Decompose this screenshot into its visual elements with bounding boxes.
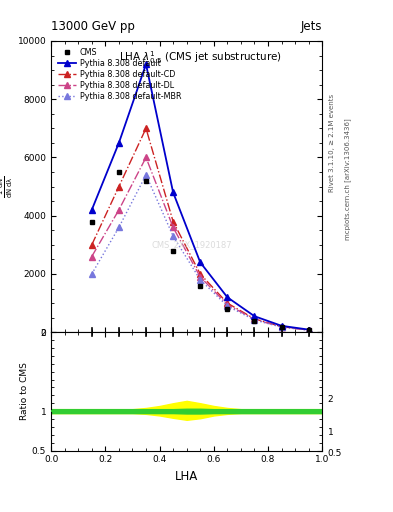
Pythia 8.308 default-DL <box>279 324 284 330</box>
Pythia 8.308 default-CD <box>225 300 230 306</box>
Pythia 8.308 default-CD <box>90 242 94 248</box>
Pythia 8.308 default-MBR <box>279 324 284 330</box>
Text: Rivet 3.1.10, ≥ 2.1M events: Rivet 3.1.10, ≥ 2.1M events <box>329 94 335 193</box>
Text: 13000 GeV pp: 13000 GeV pp <box>51 20 135 33</box>
Pythia 8.308 default <box>225 294 230 301</box>
Pythia 8.308 default-DL <box>171 224 175 230</box>
CMS <box>90 219 94 225</box>
Pythia 8.308 default-MBR <box>144 172 149 178</box>
Text: LHA $\lambda^{1}_{0.5}$ (CMS jet substructure): LHA $\lambda^{1}_{0.5}$ (CMS jet substru… <box>119 50 282 67</box>
CMS <box>306 327 311 333</box>
Pythia 8.308 default-CD <box>306 327 311 333</box>
Pythia 8.308 default-MBR <box>306 327 311 333</box>
Pythia 8.308 default <box>171 189 175 196</box>
Pythia 8.308 default-MBR <box>225 303 230 309</box>
CMS <box>198 283 203 289</box>
Pythia 8.308 default <box>306 327 311 333</box>
Pythia 8.308 default-DL <box>144 155 149 161</box>
Line: Pythia 8.308 default: Pythia 8.308 default <box>89 61 312 332</box>
Pythia 8.308 default-CD <box>252 316 257 322</box>
Pythia 8.308 default <box>279 323 284 329</box>
CMS <box>225 306 230 312</box>
CMS <box>279 324 284 330</box>
Pythia 8.308 default-DL <box>252 316 257 323</box>
Pythia 8.308 default <box>144 61 149 68</box>
Pythia 8.308 default-CD <box>116 183 121 189</box>
Line: Pythia 8.308 default-DL: Pythia 8.308 default-DL <box>89 155 312 333</box>
Text: 1: 1 <box>328 428 334 437</box>
Text: 2: 2 <box>328 395 333 404</box>
Line: Pythia 8.308 default-MBR: Pythia 8.308 default-MBR <box>89 172 312 333</box>
Pythia 8.308 default-MBR <box>116 224 121 230</box>
Y-axis label: Ratio to CMS: Ratio to CMS <box>20 362 29 420</box>
Line: Pythia 8.308 default-CD: Pythia 8.308 default-CD <box>89 125 312 333</box>
Legend: CMS, Pythia 8.308 default, Pythia 8.308 default-CD, Pythia 8.308 default-DL, Pyt: CMS, Pythia 8.308 default, Pythia 8.308 … <box>56 46 183 102</box>
Line: CMS: CMS <box>89 169 311 332</box>
CMS <box>116 169 121 175</box>
Pythia 8.308 default <box>116 140 121 146</box>
Pythia 8.308 default <box>90 207 94 213</box>
Pythia 8.308 default-DL <box>306 327 311 333</box>
Pythia 8.308 default-DL <box>225 302 230 308</box>
Pythia 8.308 default-DL <box>198 274 203 280</box>
Y-axis label: $\mathregular{\frac{1}{dN}\frac{dN}{d\lambda}}$: $\mathregular{\frac{1}{dN}\frac{dN}{d\la… <box>0 176 15 198</box>
Pythia 8.308 default-DL <box>90 253 94 260</box>
Pythia 8.308 default <box>252 313 257 319</box>
Pythia 8.308 default <box>198 259 203 265</box>
X-axis label: LHA: LHA <box>175 470 198 483</box>
Pythia 8.308 default-MBR <box>198 276 203 283</box>
CMS <box>171 248 175 254</box>
Pythia 8.308 default-CD <box>279 324 284 330</box>
Pythia 8.308 default-MBR <box>171 233 175 239</box>
Pythia 8.308 default-CD <box>144 125 149 132</box>
Text: 0.5: 0.5 <box>328 449 342 458</box>
Text: CMS_2XX_1920187: CMS_2XX_1920187 <box>152 240 232 249</box>
Pythia 8.308 default-MBR <box>252 317 257 323</box>
Text: mcplots.cern.ch [arXiv:1306.3436]: mcplots.cern.ch [arXiv:1306.3436] <box>344 118 351 240</box>
CMS <box>144 178 149 184</box>
Pythia 8.308 default-CD <box>171 219 175 225</box>
Text: Jets: Jets <box>301 20 322 33</box>
Pythia 8.308 default-CD <box>198 271 203 277</box>
Pythia 8.308 default-DL <box>116 207 121 213</box>
Pythia 8.308 default-MBR <box>90 271 94 277</box>
CMS <box>252 317 257 324</box>
